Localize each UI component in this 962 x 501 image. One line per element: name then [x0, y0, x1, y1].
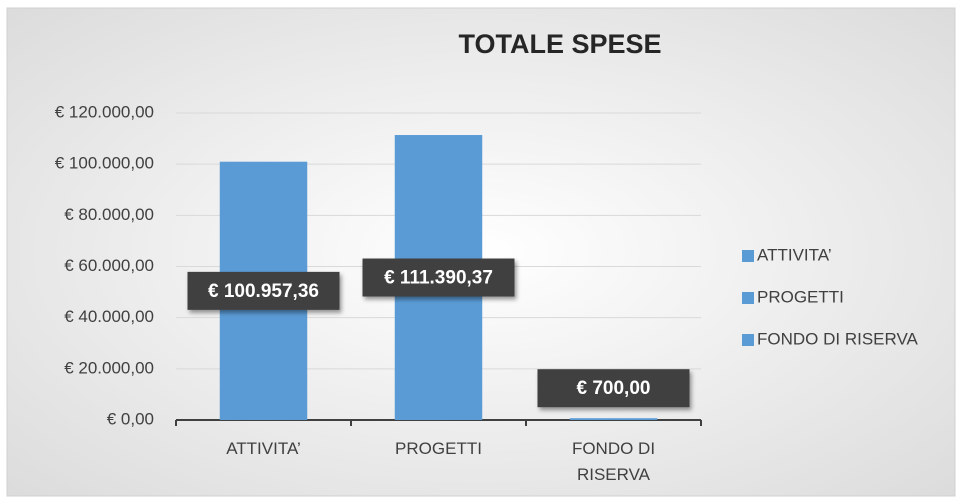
data-label-text: € 700,00 [577, 378, 651, 399]
legend-swatch [742, 292, 754, 304]
legend-label: PROGETTI [757, 287, 844, 306]
data-label-box [537, 369, 690, 408]
data-label-text: € 111.390,37 [384, 268, 493, 289]
legend-label: ATTIVITA’ [757, 245, 832, 264]
data-label-text: € 100.957,36 [208, 281, 319, 302]
y-tick-label: € 100.000,00 [55, 154, 154, 173]
y-tick-label: € 120.000,00 [55, 102, 154, 121]
bar [569, 418, 658, 420]
data-label-box [362, 258, 515, 297]
data-label: € 111.390,37 [362, 258, 515, 297]
legend-label: FONDO DI RISERVA [757, 329, 919, 348]
y-tick-label: € 80.000,00 [64, 205, 154, 224]
legend-swatch [742, 250, 754, 262]
data-label-box [187, 271, 340, 310]
data-label: € 700,00 [537, 369, 690, 408]
y-tick-label: € 0,00 [107, 409, 154, 428]
chart-title: TOTALE SPESE [458, 29, 661, 59]
x-tick-label: FONDO DI RISERVA [571, 439, 656, 484]
y-tick-label: € 20.000,00 [64, 358, 154, 377]
y-tick-label: € 40.000,00 [64, 307, 154, 326]
legend-swatch [742, 334, 754, 346]
data-label: € 100.957,36 [187, 271, 340, 310]
x-tick-label: ATTIVITA’ [226, 439, 301, 458]
x-tick-label: PROGETTI [395, 439, 482, 458]
y-tick-label: € 60.000,00 [64, 256, 154, 275]
